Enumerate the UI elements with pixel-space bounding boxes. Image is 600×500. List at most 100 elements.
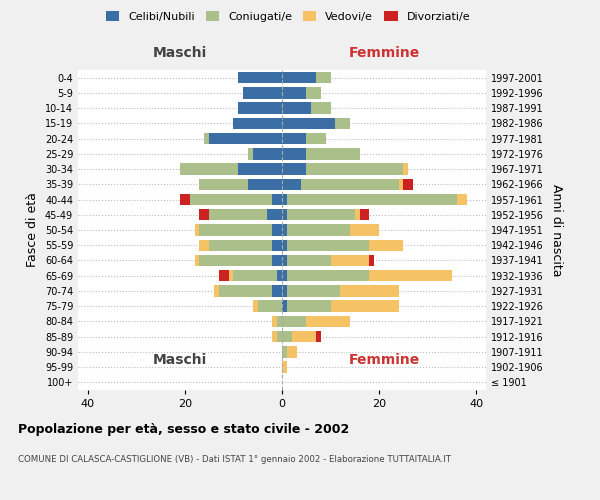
Bar [306,148,360,160]
Bar [282,346,287,358]
Bar [282,164,306,175]
Bar [199,224,272,235]
Bar [287,346,296,358]
Y-axis label: Fasce di età: Fasce di età [26,192,39,268]
Bar [287,285,340,296]
Bar [282,331,292,342]
Bar [301,178,398,190]
Bar [335,118,350,129]
Bar [253,148,282,160]
Bar [277,331,282,342]
Bar [311,102,331,114]
Bar [282,316,306,327]
Bar [272,255,282,266]
Bar [282,72,316,84]
Bar [287,194,457,205]
Bar [238,72,282,84]
Bar [306,316,350,327]
Bar [204,133,209,144]
Bar [248,178,282,190]
Bar [219,285,272,296]
Bar [403,178,413,190]
Bar [277,270,282,281]
Bar [287,240,370,251]
Bar [233,270,277,281]
Bar [370,255,374,266]
Bar [350,224,379,235]
Bar [282,209,287,220]
Bar [287,224,350,235]
Bar [272,224,282,235]
Bar [282,118,335,129]
Legend: Celibi/Nubili, Coniugati/e, Vedovi/e, Divorziati/e: Celibi/Nubili, Coniugati/e, Vedovi/e, Di… [103,8,473,25]
Bar [272,331,277,342]
Bar [233,118,282,129]
Bar [331,255,370,266]
Bar [306,164,403,175]
Bar [282,224,287,235]
Bar [209,240,272,251]
Bar [287,300,331,312]
Y-axis label: Anni di nascita: Anni di nascita [550,184,563,276]
Bar [199,209,209,220]
Bar [268,209,282,220]
Bar [282,178,301,190]
Bar [248,148,253,160]
Bar [272,285,282,296]
Bar [282,300,287,312]
Bar [398,178,403,190]
Bar [282,102,311,114]
Bar [272,194,282,205]
Text: Femmine: Femmine [349,352,419,366]
Bar [287,255,331,266]
Bar [238,164,282,175]
Bar [282,133,306,144]
Text: Maschi: Maschi [153,352,207,366]
Text: Femmine: Femmine [349,46,419,60]
Bar [370,240,403,251]
Bar [258,300,282,312]
Bar [190,194,272,205]
Bar [282,270,287,281]
Bar [306,133,326,144]
Bar [282,362,287,373]
Bar [403,164,408,175]
Bar [253,300,258,312]
Bar [282,148,306,160]
Bar [180,164,238,175]
Bar [355,209,360,220]
Bar [277,316,282,327]
Bar [243,87,282,99]
Bar [360,209,370,220]
Bar [292,331,316,342]
Bar [272,240,282,251]
Bar [238,102,282,114]
Bar [282,194,287,205]
Bar [370,270,452,281]
Text: Popolazione per età, sesso e stato civile - 2002: Popolazione per età, sesso e stato civil… [18,422,349,436]
Bar [180,194,190,205]
Bar [340,285,398,296]
Bar [457,194,467,205]
Bar [287,270,370,281]
Bar [316,331,321,342]
Bar [272,316,277,327]
Bar [214,285,219,296]
Text: Maschi: Maschi [153,46,207,60]
Bar [199,255,272,266]
Text: COMUNE DI CALASCA-CASTIGLIONE (VB) - Dati ISTAT 1° gennaio 2002 - Elaborazione T: COMUNE DI CALASCA-CASTIGLIONE (VB) - Dat… [18,455,451,464]
Bar [209,133,282,144]
Bar [219,270,229,281]
Bar [194,224,199,235]
Bar [316,72,331,84]
Bar [229,270,233,281]
Bar [209,209,268,220]
Bar [287,209,355,220]
Bar [331,300,398,312]
Bar [282,255,287,266]
Bar [306,87,321,99]
Bar [194,255,199,266]
Bar [282,285,287,296]
Bar [199,178,248,190]
Bar [199,240,209,251]
